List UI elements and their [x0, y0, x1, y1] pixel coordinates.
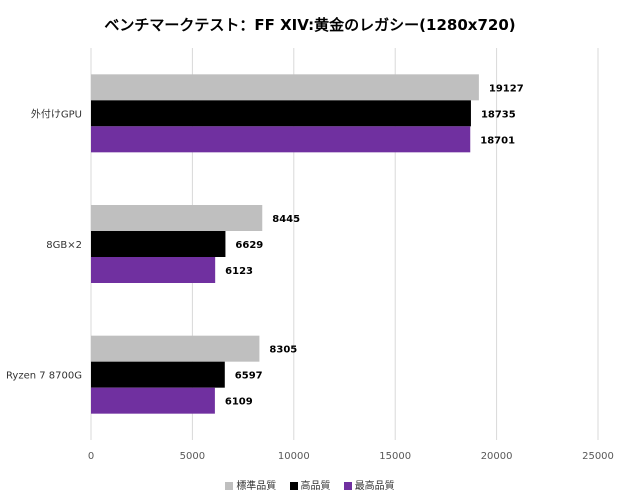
legend-item-standard: 標準品質 [225, 477, 276, 492]
x-tick-label-4: 20000 [481, 451, 513, 462]
legend-item-high: 高品質 [289, 477, 331, 492]
bar-1-0 [91, 205, 263, 231]
bar-1-1 [91, 231, 226, 257]
bar-2-1 [91, 361, 225, 388]
data-label-1-0: 8445 [272, 214, 300, 225]
data-label-1-1: 6629 [235, 240, 263, 251]
legend-label-max: 最高品質 [354, 481, 395, 492]
chart-title: ベンチマークテスト：FF XIV:黄金のレガシー(1280x720) [104, 16, 516, 34]
bar-2-2 [91, 387, 215, 414]
data-label-2-1: 6597 [235, 371, 263, 382]
data-label-0-2: 18701 [480, 135, 515, 146]
data-label-1-2: 6123 [225, 266, 253, 277]
x-tick-label-2: 10000 [278, 451, 310, 462]
x-tick-label-0: 0 [88, 451, 94, 462]
bar-0-2 [91, 126, 471, 153]
bar-0-0 [91, 74, 479, 101]
data-label-0-0: 19127 [489, 83, 524, 94]
data-label-2-0: 8305 [269, 345, 297, 356]
category-label-2: Ryzen 7 8700G [6, 371, 82, 382]
category-label-0: 外付けGPU [31, 107, 82, 120]
category-label-1: 8GB×2 [46, 240, 82, 251]
legend-label-high: 高品質 [300, 481, 331, 492]
data-label-0-1: 18735 [481, 109, 516, 120]
legend-swatch-max [343, 482, 352, 490]
data-label-2-2: 6109 [225, 397, 253, 408]
legend: 標準品質 高品質 最高品質 [0, 477, 620, 492]
bar-0-1 [91, 100, 471, 127]
x-tick-label-1: 5000 [180, 451, 205, 462]
bar-2-0 [91, 335, 260, 362]
legend-swatch-high [289, 482, 298, 490]
legend-swatch-standard [225, 482, 234, 490]
bar-1-2 [91, 257, 216, 283]
legend-item-max: 最高品質 [343, 477, 395, 492]
x-tick-label-3: 15000 [379, 451, 411, 462]
x-tick-label-5: 25000 [582, 451, 614, 462]
legend-label-standard: 標準品質 [236, 481, 277, 492]
